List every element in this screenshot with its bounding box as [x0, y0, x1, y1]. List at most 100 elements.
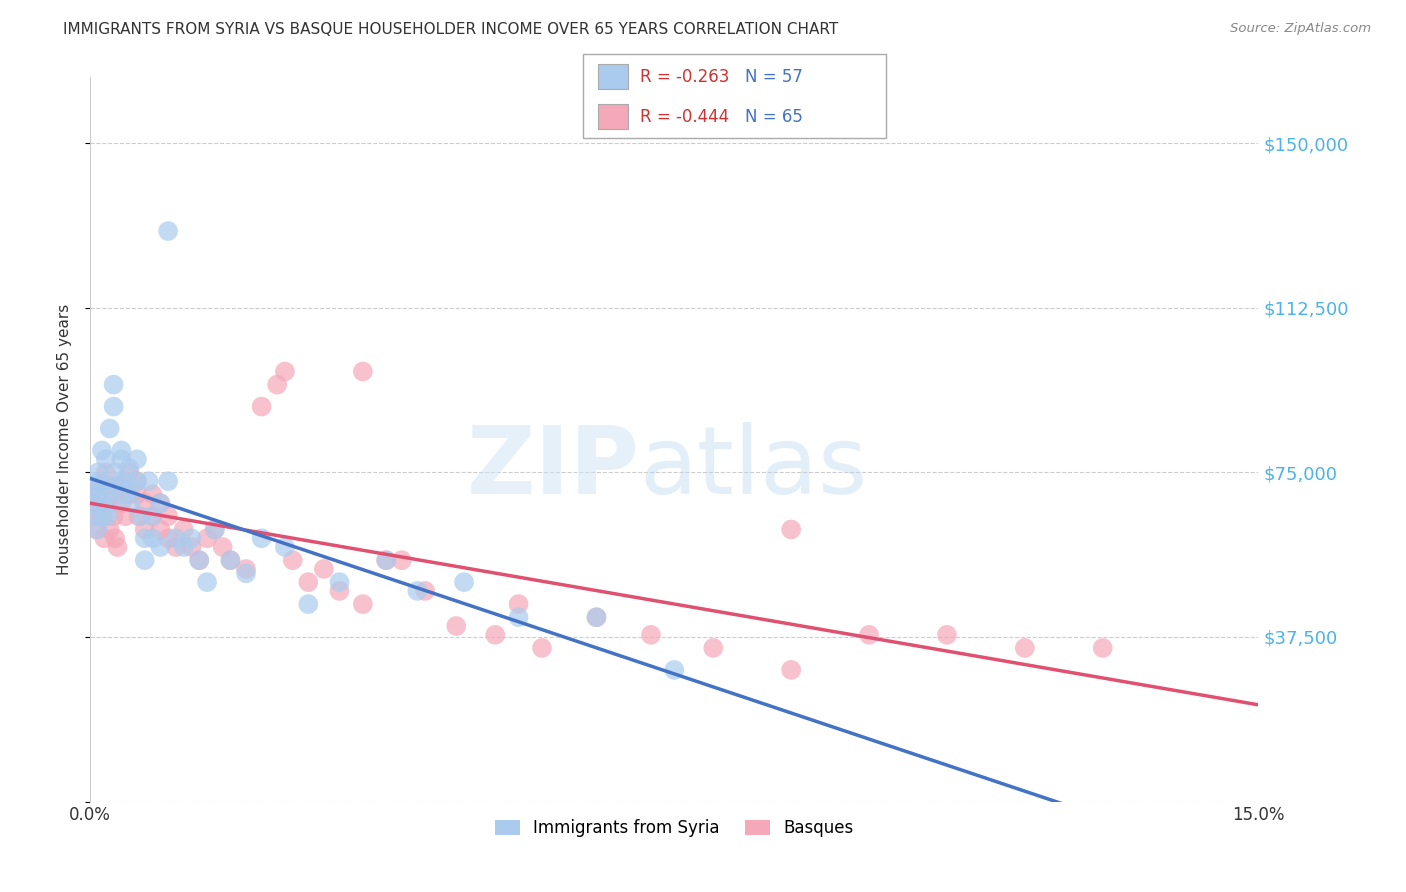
Point [312, 562, 335, 576]
Point [86, 523, 108, 537]
Point [188, 553, 211, 567]
Point [93, 478, 115, 492]
Point [134, 496, 156, 510]
Point [84, 487, 107, 501]
Point [125, 474, 148, 488]
Point [297, 575, 319, 590]
Point [1091, 640, 1114, 655]
Point [235, 566, 257, 581]
Point [508, 597, 530, 611]
Point [165, 540, 187, 554]
Text: Source: ZipAtlas.com: Source: ZipAtlas.com [1230, 22, 1371, 36]
Point [134, 531, 156, 545]
Point [211, 540, 233, 554]
Point [173, 540, 195, 554]
Text: R = -0.263: R = -0.263 [640, 68, 730, 86]
Point [89, 496, 111, 510]
Point [91, 509, 114, 524]
Point [149, 523, 172, 537]
Text: N = 57: N = 57 [745, 68, 803, 86]
Point [157, 509, 180, 524]
Point [204, 523, 226, 537]
Text: IMMIGRANTS FROM SYRIA VS BASQUE HOUSEHOLDER INCOME OVER 65 YEARS CORRELATION CHA: IMMIGRANTS FROM SYRIA VS BASQUE HOUSEHOL… [63, 22, 838, 37]
Point [101, 496, 124, 510]
Point [406, 583, 429, 598]
Point [94, 478, 117, 492]
Point [664, 663, 686, 677]
Point [702, 640, 724, 655]
Point [110, 496, 132, 510]
Point [84, 509, 107, 524]
Point [453, 575, 475, 590]
Point [195, 531, 218, 545]
Point [94, 466, 117, 480]
Point [235, 562, 257, 576]
Point [118, 461, 141, 475]
Point [250, 531, 273, 545]
Point [98, 523, 121, 537]
Point [141, 487, 163, 501]
Point [157, 531, 180, 545]
Point [118, 478, 141, 492]
Point [110, 443, 132, 458]
Point [297, 597, 319, 611]
Point [87, 496, 110, 510]
Point [413, 583, 436, 598]
Point [104, 531, 127, 545]
Point [165, 531, 187, 545]
Point [89, 478, 111, 492]
Point [94, 452, 117, 467]
Y-axis label: Householder Income Over 65 years: Householder Income Over 65 years [58, 304, 72, 575]
Point [780, 523, 803, 537]
Point [180, 531, 202, 545]
Point [266, 377, 288, 392]
Point [149, 496, 172, 510]
Point [274, 540, 297, 554]
Point [120, 496, 142, 510]
Point [107, 540, 129, 554]
Point [110, 478, 132, 492]
Point [82, 509, 104, 524]
Point [141, 531, 163, 545]
Point [640, 628, 662, 642]
Point [96, 496, 118, 510]
Point [173, 523, 195, 537]
Point [188, 553, 211, 567]
Point [328, 575, 350, 590]
Point [107, 478, 129, 492]
Point [114, 487, 136, 501]
Point [94, 487, 117, 501]
Point [352, 597, 374, 611]
Point [118, 487, 141, 501]
Point [219, 553, 242, 567]
Point [328, 583, 350, 598]
Point [391, 553, 413, 567]
Point [103, 487, 125, 501]
Point [352, 364, 374, 378]
Point [125, 452, 148, 467]
Point [375, 553, 398, 567]
Point [149, 540, 172, 554]
Text: ZIP: ZIP [467, 423, 640, 515]
Point [508, 610, 530, 624]
Point [96, 509, 118, 524]
Point [98, 421, 121, 435]
Point [446, 619, 468, 633]
Point [149, 496, 172, 510]
Point [118, 466, 141, 480]
Point [157, 224, 180, 238]
Point [780, 663, 803, 677]
Point [134, 553, 156, 567]
Point [281, 553, 304, 567]
Point [90, 443, 112, 458]
Point [125, 487, 148, 501]
Point [104, 466, 127, 480]
Point [858, 628, 880, 642]
Point [103, 400, 125, 414]
Point [375, 553, 398, 567]
Point [157, 474, 180, 488]
Point [90, 509, 112, 524]
Point [1014, 640, 1036, 655]
Point [128, 509, 150, 524]
Point [484, 628, 506, 642]
